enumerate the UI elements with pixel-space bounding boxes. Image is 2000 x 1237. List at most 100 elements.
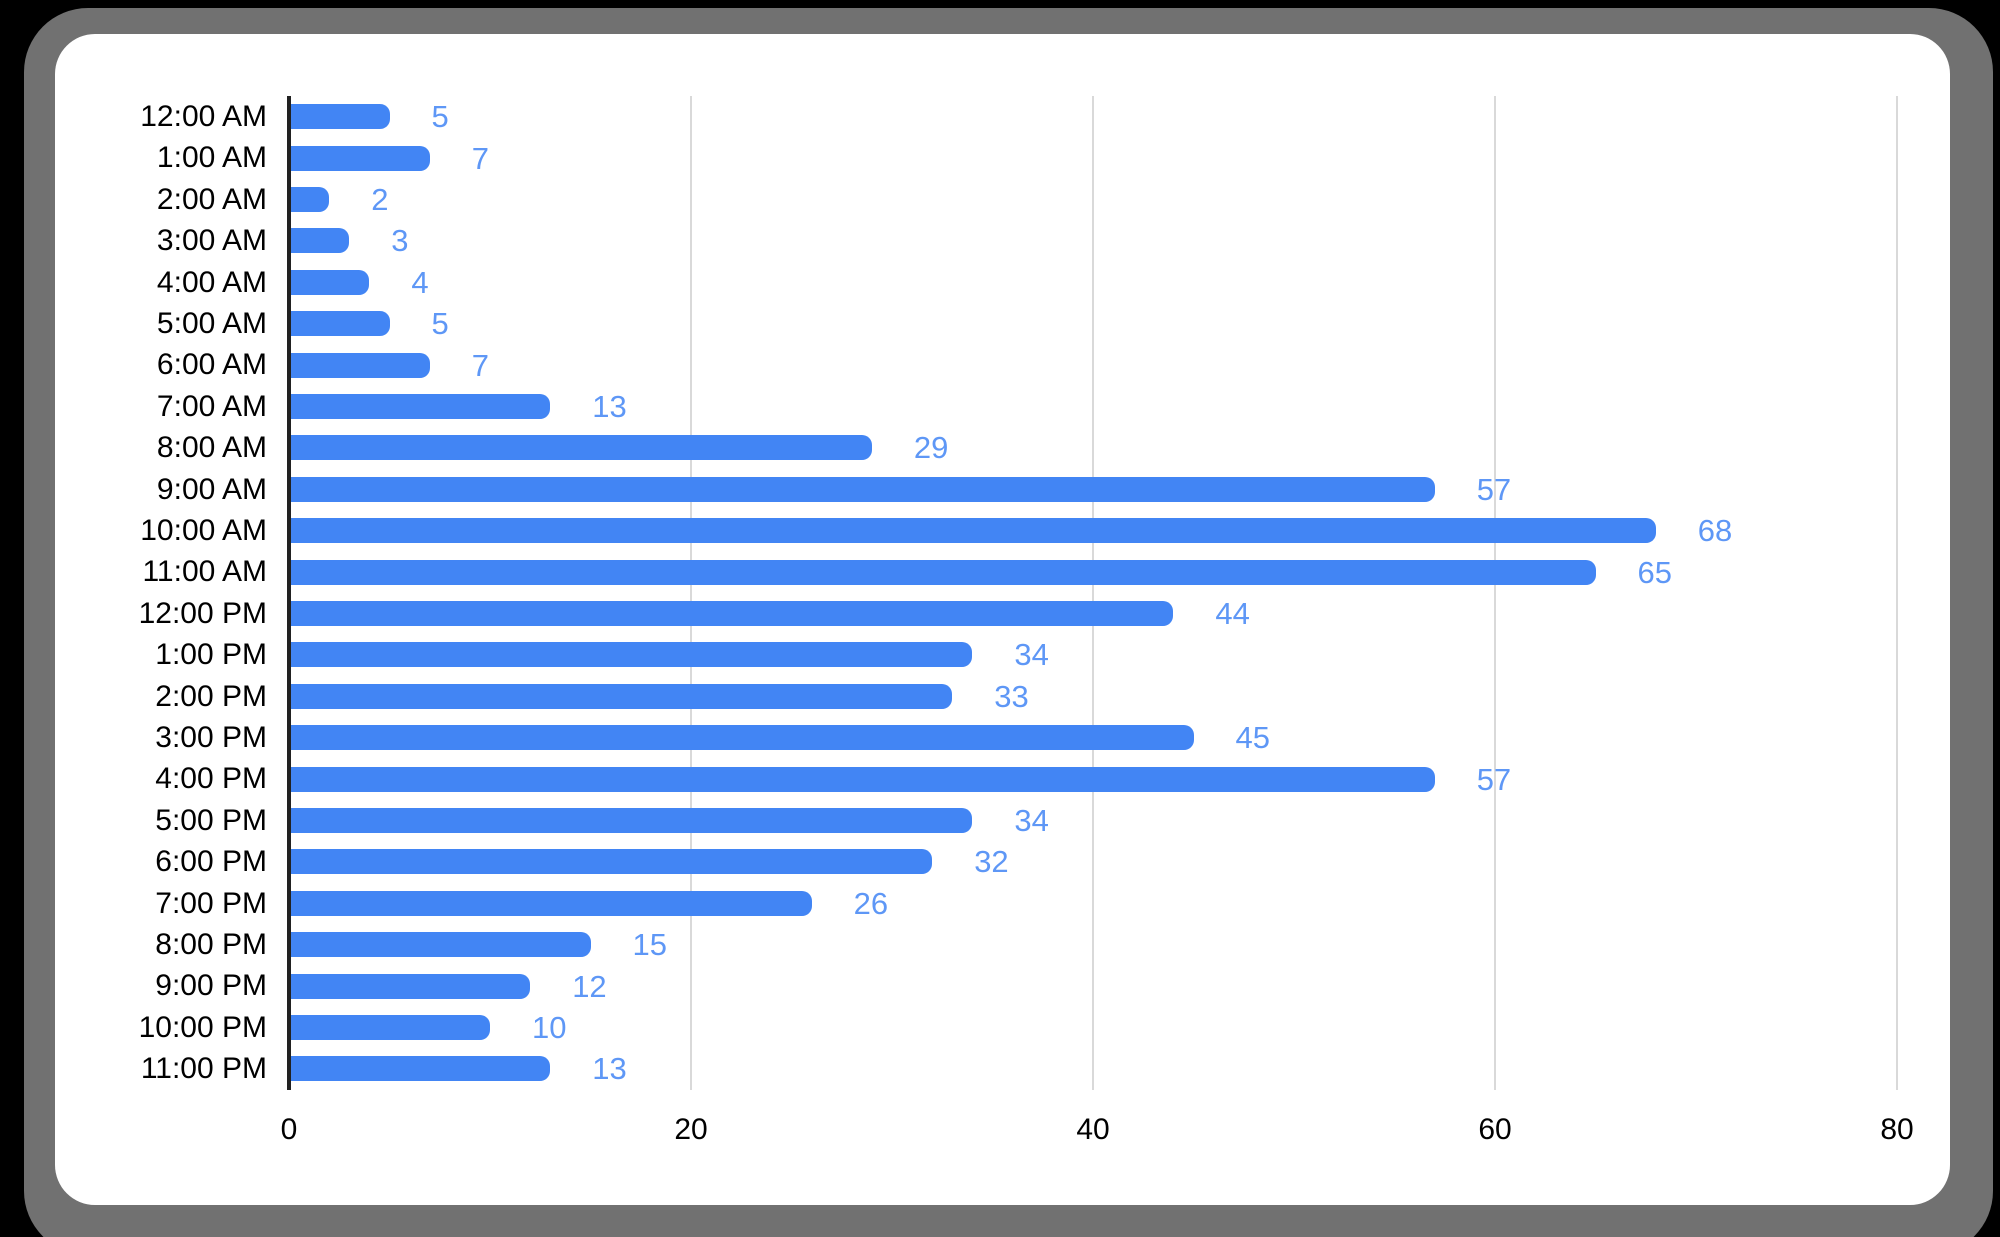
bar-11-00-pm[interactable] xyxy=(289,1056,551,1082)
y-axis-label: 4:00 PM xyxy=(155,762,267,796)
bar-4-00-pm[interactable] xyxy=(289,766,1435,792)
chart-row: 34 xyxy=(289,800,1950,841)
chart-row: 3 xyxy=(289,220,1950,261)
value-label: 57 xyxy=(1476,761,1512,797)
chart-row: 26 xyxy=(289,883,1950,924)
value-label: 65 xyxy=(1637,554,1672,590)
bar-5-00-am[interactable] xyxy=(289,311,390,337)
value-label: 29 xyxy=(913,430,949,466)
bar-9-00-am[interactable] xyxy=(289,476,1435,502)
y-axis-label: 2:00 AM xyxy=(156,182,267,216)
chart-row: 68 xyxy=(289,510,1950,551)
value-label: 44 xyxy=(1215,595,1250,631)
value-label: 5 xyxy=(431,306,449,342)
value-label: 4 xyxy=(411,264,429,300)
gridline-x-20 xyxy=(690,96,692,1090)
x-axis-tick-label: 40 xyxy=(1076,1113,1110,1146)
chart-row: 15 xyxy=(289,924,1950,965)
y-axis-label: 4:00 AM xyxy=(156,265,267,299)
value-label: 32 xyxy=(974,844,1009,880)
bar-2-00-am[interactable] xyxy=(289,186,330,212)
chart-row: 4 xyxy=(289,262,1950,303)
value-label: 7 xyxy=(471,140,489,176)
y-axis-labels: 12:00 AM 1:00 AM 2:00 AM 3:00 AM 4:00 AM 5:00… xyxy=(55,96,267,1090)
x-axis-labels: 0 20 40 60 80 xyxy=(281,1110,1950,1150)
bar-5-00-pm[interactable] xyxy=(289,807,973,833)
chart-row: 5 xyxy=(289,96,1950,137)
y-axis-label: 8:00 PM xyxy=(155,928,267,961)
x-axis-tick-label: 0 xyxy=(280,1113,298,1146)
chart-row: 57 xyxy=(289,758,1950,799)
value-label: 13 xyxy=(592,1051,627,1087)
bar-6-00-pm[interactable] xyxy=(289,849,933,875)
bar-10-00-am[interactable] xyxy=(289,518,1656,544)
chart-row: 13 xyxy=(289,1048,1950,1089)
chart-row: 29 xyxy=(289,427,1950,468)
gridline-x-60 xyxy=(1494,96,1496,1090)
bar-12-00-am[interactable] xyxy=(289,104,390,130)
plot-area: 5 7 2 3 4 5 7 13 29 57 68 65 44 34 33 45 57 34 32 26 15 12 10 1… xyxy=(287,96,1950,1090)
bar-1-00-am[interactable] xyxy=(289,145,430,171)
bar-11-00-am[interactable] xyxy=(289,559,1596,585)
chart-row: 13 xyxy=(289,386,1950,427)
y-axis-label: 6:00 PM xyxy=(155,845,267,879)
value-label: 34 xyxy=(1014,637,1049,673)
chart-row: 34 xyxy=(289,634,1950,675)
bar-1-00-pm[interactable] xyxy=(289,642,973,668)
value-label: 33 xyxy=(994,678,1029,714)
value-label: 13 xyxy=(592,388,627,424)
chart-row: 7 xyxy=(289,344,1950,385)
chart-row: 5 xyxy=(289,303,1950,344)
bar-4-00-am[interactable] xyxy=(289,269,370,295)
value-label: 12 xyxy=(572,968,607,1004)
value-label: 10 xyxy=(532,1009,567,1045)
bar-7-00-am[interactable] xyxy=(289,393,551,419)
bars-container: 5 7 2 3 4 5 7 13 29 57 68 65 44 34 33 45 57 34 32 26 15 12 10 1… xyxy=(289,96,1950,1090)
y-axis-label: 2:00 PM xyxy=(155,679,267,713)
bar-3-00-pm[interactable] xyxy=(289,725,1194,751)
gridline-x-80 xyxy=(1896,96,1898,1090)
y-axis-label: 7:00 PM xyxy=(155,886,267,920)
chart-row: 65 xyxy=(289,551,1950,592)
x-axis-baseline xyxy=(287,96,291,1090)
value-label: 2 xyxy=(371,181,389,217)
bar-12-00-pm[interactable] xyxy=(289,600,1174,626)
bar-8-00-am[interactable] xyxy=(289,435,872,461)
bar-2-00-pm[interactable] xyxy=(289,683,953,709)
y-axis-label: 7:00 AM xyxy=(156,389,267,423)
y-axis-label: 12:00 PM xyxy=(138,596,267,630)
chart-row: 12 xyxy=(289,965,1950,1006)
y-axis-label: 11:00 AM xyxy=(142,555,267,589)
value-label: 68 xyxy=(1697,513,1733,549)
y-axis-label: 11:00 PM xyxy=(140,1052,267,1086)
x-axis-tick-label: 60 xyxy=(1478,1113,1512,1146)
y-axis-label: 9:00 PM xyxy=(155,969,267,1003)
gridline-x-40 xyxy=(1092,96,1094,1090)
bar-6-00-am[interactable] xyxy=(289,352,430,378)
value-label: 34 xyxy=(1014,802,1049,838)
chart-card: 5 7 2 3 4 5 7 13 29 57 68 65 44 34 33 45 57 34 32 26 15 12 10 1… xyxy=(55,34,1950,1205)
chart-row: 45 xyxy=(289,717,1950,758)
y-axis-label: 5:00 AM xyxy=(156,307,267,340)
bar-10-00-pm[interactable] xyxy=(289,1014,490,1040)
y-axis-label: 10:00 PM xyxy=(138,1010,267,1044)
bar-9-00-pm[interactable] xyxy=(289,973,531,999)
value-label: 15 xyxy=(632,927,667,963)
value-label: 3 xyxy=(391,223,409,259)
y-axis-label: 1:00 AM xyxy=(156,141,267,175)
bar-7-00-pm[interactable] xyxy=(289,890,812,916)
bar-8-00-pm[interactable] xyxy=(289,932,591,958)
y-axis-label: 5:00 PM xyxy=(155,803,267,837)
y-axis-label: 10:00 AM xyxy=(140,514,267,547)
value-label: 5 xyxy=(431,99,449,135)
bar-3-00-am[interactable] xyxy=(289,228,350,254)
y-axis-label: 3:00 AM xyxy=(156,224,267,258)
x-axis-tick-label: 80 xyxy=(1880,1113,1914,1146)
value-label: 7 xyxy=(471,347,489,383)
y-axis-label: 3:00 PM xyxy=(155,721,267,754)
chart-row: 32 xyxy=(289,841,1950,882)
chart-row: 33 xyxy=(289,676,1950,717)
x-axis-tick-label: 20 xyxy=(674,1113,708,1146)
chart-row: 44 xyxy=(289,593,1950,634)
